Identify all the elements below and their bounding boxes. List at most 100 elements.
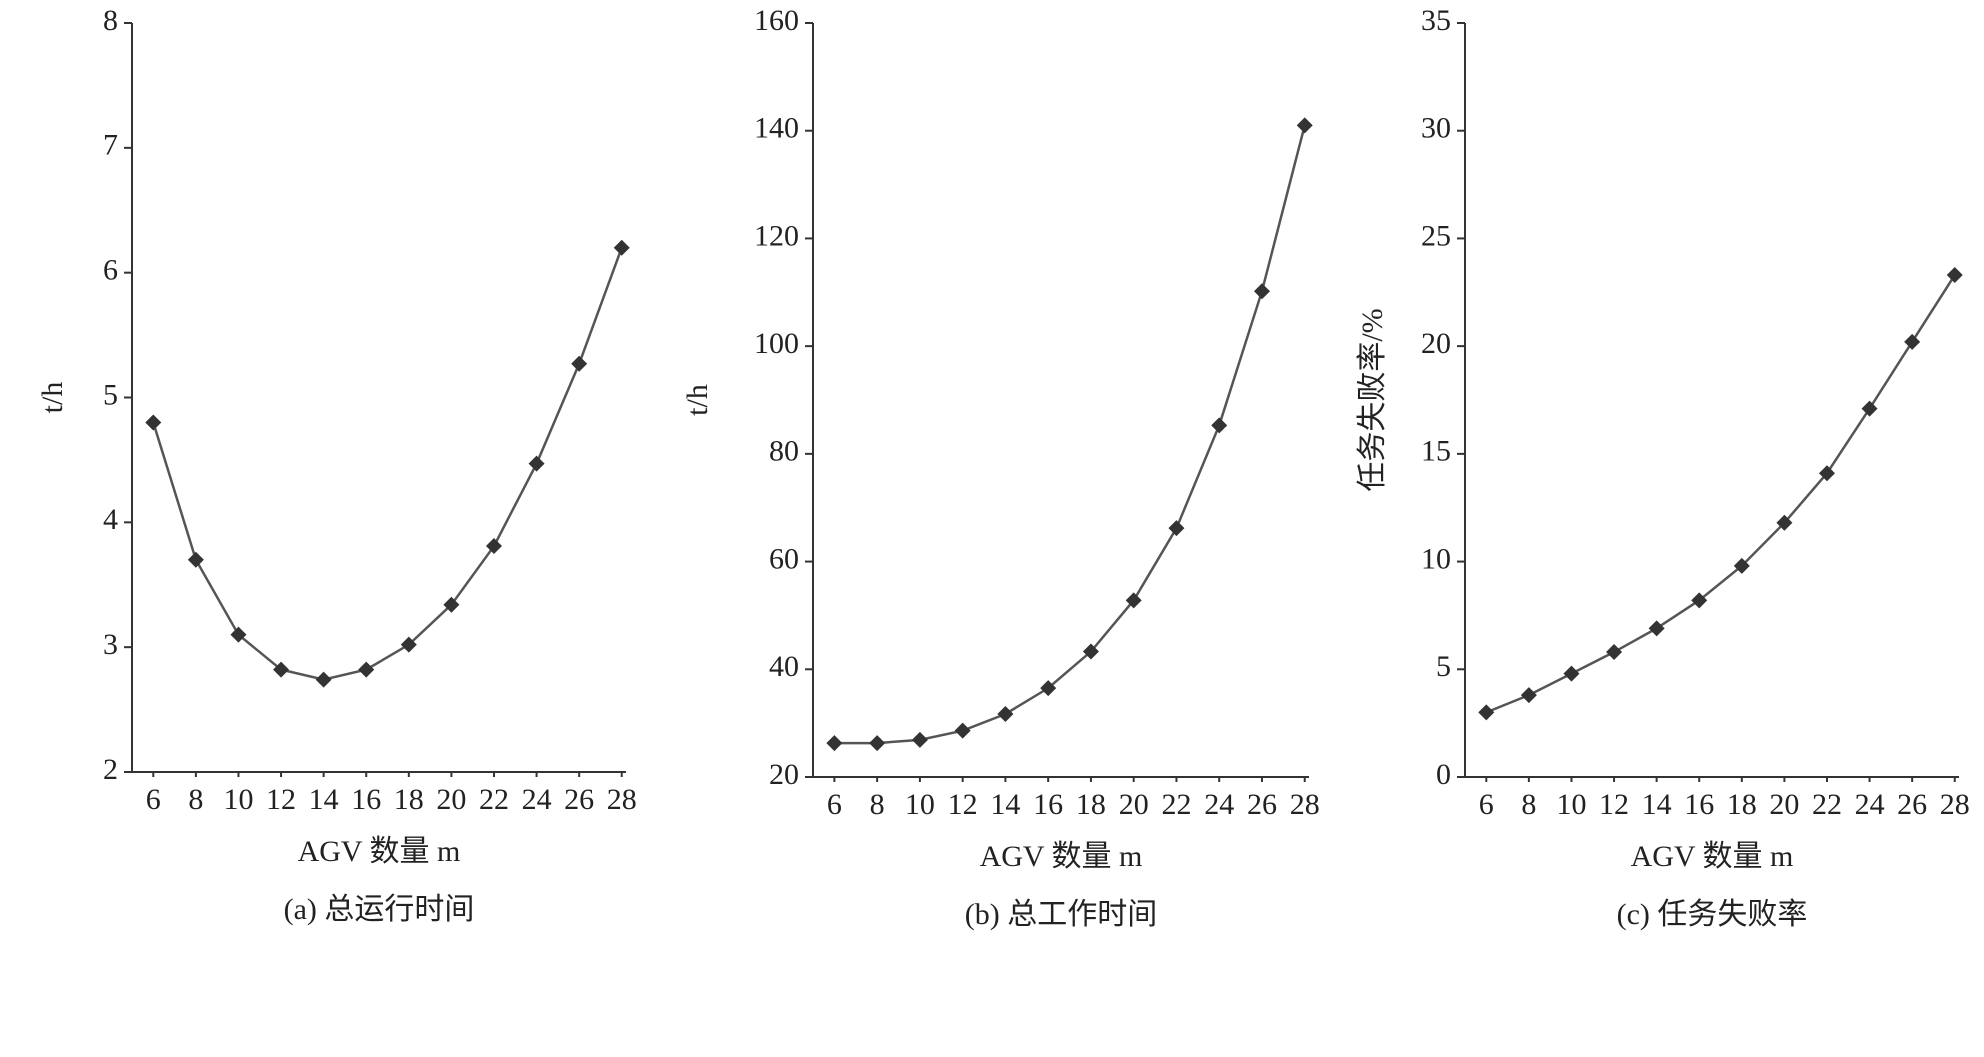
data-point [911,731,928,748]
x-axis-label: AGV 数量 m [298,835,461,868]
x-tick-label: 14 [309,783,339,816]
x-tick-label: 18 [1727,788,1757,821]
x-tick-label: 10 [223,783,253,816]
y-tick-label: 3 [103,628,118,661]
y-tick-label: 30 [1421,112,1451,145]
x-tick-label: 8 [1521,788,1536,821]
x-tick-label: 22 [1161,788,1191,821]
data-point [1125,592,1142,609]
data-point [1253,283,1270,300]
x-tick-label: 16 [351,783,381,816]
data-point [528,455,545,472]
x-tick-label: 6 [827,788,842,821]
x-tick-label: 22 [479,783,509,816]
x-tick-label: 10 [905,788,935,821]
data-point [1648,620,1665,637]
x-tick-label: 16 [1684,788,1714,821]
y-tick-label: 15 [1421,435,1451,468]
data-point [869,735,886,752]
x-tick-label: 24 [522,783,552,816]
x-tick-label: 6 [1479,788,1494,821]
data-line [152,247,623,681]
y-tick-label: 10 [1421,542,1451,575]
x-tick-label: 26 [1897,788,1927,821]
x-tick-label: 10 [1556,788,1586,821]
x-tick-label: 20 [1769,788,1799,821]
x-tick-label: 14 [990,788,1020,821]
data-point [954,722,971,739]
y-tick-label: 35 [1421,4,1451,37]
y-tick-label: 6 [103,254,118,287]
y-tick-label: 100 [754,327,799,360]
data-point [1733,557,1750,574]
x-tick-label: 28 [1940,788,1970,821]
x-tick-label: 12 [1599,788,1629,821]
data-point [315,671,332,688]
x-tick-label: 26 [1247,788,1277,821]
caption: (b) 总工作时间 [965,898,1157,931]
x-tick-label: 8 [870,788,885,821]
y-axis-label: t/h [681,384,714,416]
data-line [834,125,1306,745]
y-tick-label: 5 [103,378,118,411]
data-point [1082,643,1099,660]
data-point [1478,704,1495,721]
y-tick-label: 2 [103,753,118,786]
x-tick-label: 20 [436,783,466,816]
data-point [1211,417,1228,434]
data-point [1946,267,1963,284]
data-point [485,538,502,555]
y-tick-label: 20 [769,758,799,791]
y-tick-label: 0 [1436,758,1451,791]
x-tick-label: 22 [1812,788,1842,821]
x-tick-label: 12 [266,783,296,816]
data-point [1040,680,1057,697]
y-tick-label: 80 [769,435,799,468]
x-axis-label: AGV 数量 m [980,840,1143,873]
y-tick-label: 8 [103,4,118,37]
x-tick-label: 18 [394,783,424,816]
y-tick-label: 40 [769,650,799,683]
data-point [1904,333,1921,350]
x-axis-label: AGV 数量 m [1631,840,1794,873]
data-point [145,414,162,431]
x-tick-label: 12 [948,788,978,821]
x-tick-label: 24 [1855,788,1885,821]
x-tick-label: 8 [188,783,203,816]
x-tick-label: 24 [1204,788,1234,821]
y-tick-label: 5 [1436,650,1451,683]
data-point [1776,514,1793,531]
data-point [1520,687,1537,704]
data-point [1861,400,1878,417]
y-tick-label: 7 [103,129,118,162]
caption: (c) 任务失败率 [1617,898,1808,931]
data-point [1606,644,1623,661]
y-tick-label: 140 [754,112,799,145]
data-point [443,596,460,613]
data-point [1168,520,1185,537]
y-tick-label: 4 [103,503,118,536]
x-tick-label: 28 [1290,788,1320,821]
x-tick-label: 16 [1033,788,1063,821]
x-tick-label: 18 [1076,788,1106,821]
y-tick-label: 20 [1421,327,1451,360]
data-point [1296,117,1313,134]
y-axis-label: 任务失败率/% [1356,308,1389,491]
y-axis-label: t/h [36,382,69,414]
data-point [358,661,375,678]
y-tick-label: 25 [1421,219,1451,252]
data-point [826,735,843,752]
x-tick-label: 14 [1642,788,1672,821]
data-point [571,355,588,372]
x-tick-label: 28 [607,783,637,816]
data-point [273,661,290,678]
data-point [187,551,204,568]
data-point [400,636,417,653]
data-point [1818,465,1835,482]
data-point [1691,592,1708,609]
x-tick-label: 6 [146,783,161,816]
y-tick-label: 60 [769,542,799,575]
y-tick-label: 160 [754,4,799,37]
data-line [1485,274,1956,714]
